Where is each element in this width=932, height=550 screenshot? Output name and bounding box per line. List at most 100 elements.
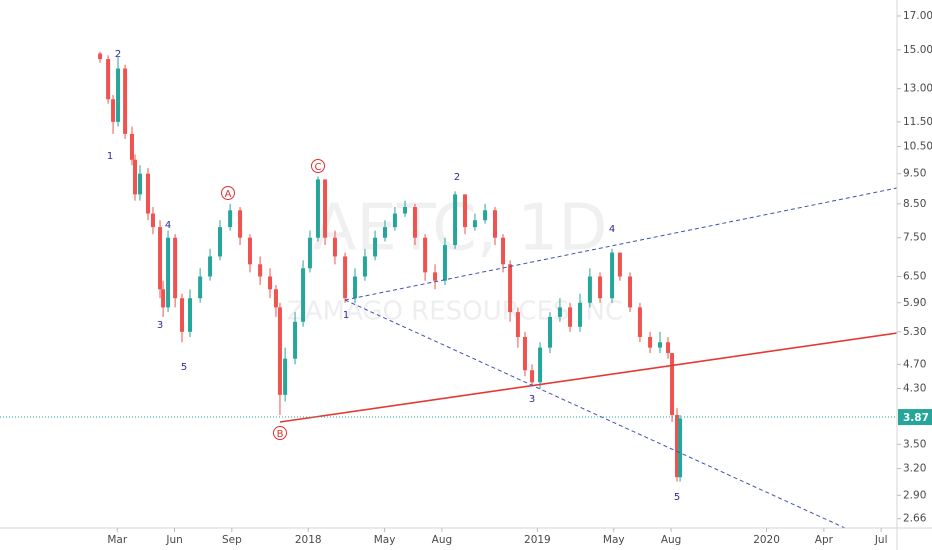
x-tick-label: May <box>603 534 625 546</box>
candle-body <box>166 237 171 308</box>
wave-label: 5 <box>181 362 187 373</box>
y-tick-label: 5.30 <box>903 326 926 338</box>
candle-body <box>383 227 388 238</box>
candle-body <box>238 210 243 238</box>
y-tick-label: 8.50 <box>903 198 926 210</box>
candle-body <box>472 220 477 228</box>
candle-body <box>628 276 633 308</box>
candle-body <box>515 312 520 337</box>
candle-body <box>557 307 562 317</box>
trend-line <box>279 332 898 423</box>
y-tick-label: 3.20 <box>903 463 926 475</box>
wave-label: 1 <box>343 310 349 321</box>
y-tick-label: 6.50 <box>903 271 926 283</box>
candle-body <box>423 237 428 273</box>
x-tick-label: Apr <box>815 534 834 546</box>
candle-body <box>116 68 121 122</box>
candle-body <box>610 252 615 299</box>
candle-body <box>501 237 506 265</box>
candle-body <box>179 298 184 332</box>
candle-body <box>146 173 151 214</box>
wave-label: 3 <box>529 394 535 405</box>
wave-label: A <box>225 189 232 200</box>
channel-line <box>344 299 846 529</box>
candle-body <box>273 289 278 308</box>
x-tick-label: Aug <box>661 534 682 546</box>
candle-body <box>674 414 679 478</box>
wave-circle <box>311 159 325 173</box>
candle-body <box>530 370 535 383</box>
candle-body <box>362 256 367 277</box>
candle-body <box>587 276 592 303</box>
candle-body <box>637 307 642 337</box>
last-price-box <box>898 409 932 426</box>
wave-label: 4 <box>609 224 615 235</box>
x-tick-label: 2019 <box>524 534 551 546</box>
candle-body <box>548 316 553 348</box>
candles <box>98 51 683 482</box>
x-tick-label: Sep <box>222 534 242 546</box>
candle-body <box>301 268 306 322</box>
candle-body <box>133 159 138 195</box>
wave-label: C <box>315 162 322 173</box>
y-tick-label: 2.90 <box>903 489 926 501</box>
y-tick-label: 17.00 <box>903 10 932 22</box>
candle-body <box>106 59 111 100</box>
candle-body <box>218 227 223 257</box>
wave-label: B <box>277 429 284 440</box>
watermark-sub: ZAMAGO RESOURCES INC <box>287 297 623 327</box>
x-tick-label: Aug <box>432 534 453 546</box>
candle-body <box>493 210 498 238</box>
x-tick-label: 2018 <box>295 534 322 546</box>
x-tick-label: Mar <box>107 534 127 546</box>
candle-body <box>111 99 116 122</box>
wave-circle <box>273 426 287 440</box>
candle-body <box>670 353 675 415</box>
x-tick-label: Jun <box>165 534 182 546</box>
candle-body <box>463 194 468 228</box>
candle-body <box>158 227 163 290</box>
candle-body <box>123 68 128 134</box>
candle-body <box>353 276 358 299</box>
candle-body <box>433 272 438 281</box>
candle-body <box>598 276 603 299</box>
candle-body <box>228 210 233 228</box>
candle-body <box>617 252 622 277</box>
y-tick-label: 11.50 <box>903 116 932 128</box>
candle-body <box>483 210 488 221</box>
y-tick-label: 5.90 <box>903 297 926 309</box>
candle-body <box>648 336 653 348</box>
candle-body <box>293 321 298 359</box>
candle-body <box>343 256 348 299</box>
y-tick-label: 9.50 <box>903 168 926 180</box>
candle-body <box>373 237 378 257</box>
y-tick-label: 10.50 <box>903 141 932 153</box>
candle-body <box>283 358 288 395</box>
candle-body <box>208 256 213 277</box>
candle-body <box>403 207 408 214</box>
candle-body <box>247 237 252 265</box>
y-tick-label: 15.00 <box>903 44 932 56</box>
wave-circle <box>221 186 235 200</box>
candle-body <box>392 213 397 228</box>
candle-body <box>522 336 527 371</box>
candle-body <box>150 213 155 228</box>
x-tick-label: May <box>374 534 396 546</box>
candle-body <box>332 237 337 257</box>
candle-body <box>442 245 447 281</box>
candle-body <box>678 418 683 478</box>
candle-body <box>538 347 543 383</box>
wave-label: 1 <box>107 151 113 162</box>
y-tick-label: 3.50 <box>903 438 926 450</box>
last-price-label: 3.87 <box>903 412 929 424</box>
candle-body <box>453 194 458 246</box>
candle-body <box>188 298 193 332</box>
candle-body <box>98 53 103 60</box>
y-tick-label: 4.30 <box>903 382 926 394</box>
candle-body <box>161 289 166 308</box>
candle-body <box>658 342 663 348</box>
candle-body <box>315 179 320 238</box>
